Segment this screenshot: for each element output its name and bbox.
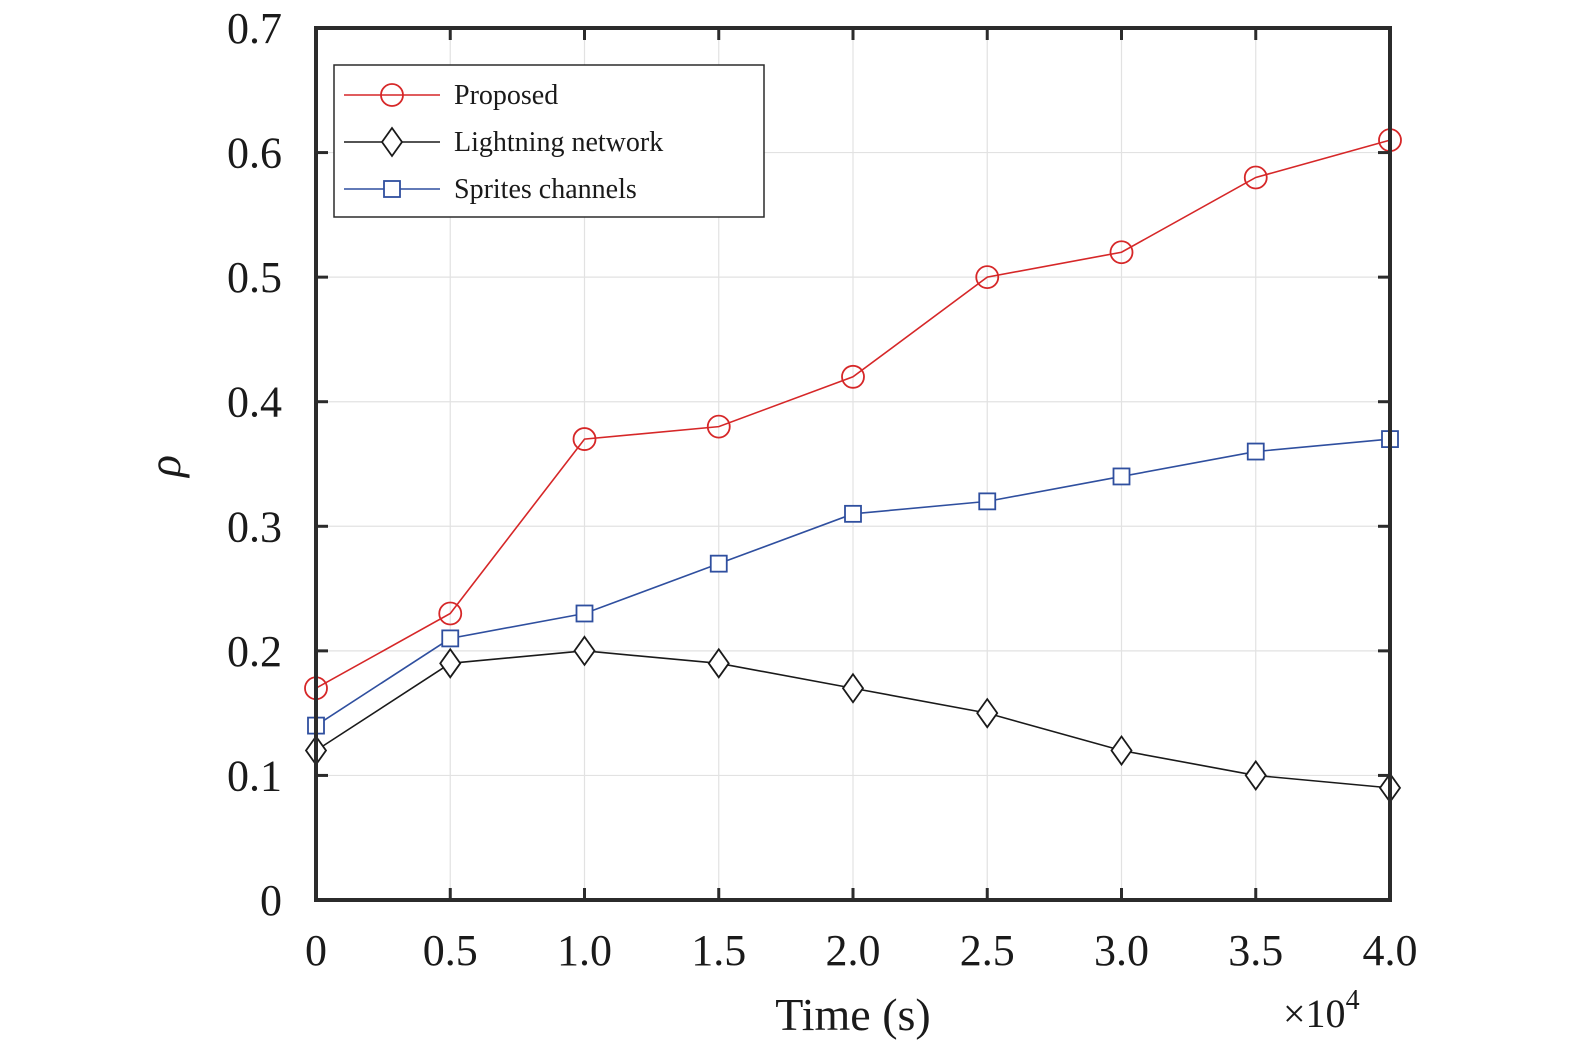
legend-swatch-marker xyxy=(380,83,404,107)
y-tick-label: 0.6 xyxy=(227,129,282,178)
y-tick-label: 0.4 xyxy=(227,378,282,427)
data-point xyxy=(978,492,997,511)
legend-label: Lightning network xyxy=(454,127,663,158)
data-point xyxy=(1243,165,1268,190)
x-axis-multiplier: ×104 xyxy=(1283,985,1360,1036)
data-point xyxy=(1246,442,1265,461)
data-point xyxy=(841,364,865,389)
series-proposed xyxy=(304,128,1402,701)
x-tick-label: 2.5 xyxy=(960,926,1015,975)
x-tick-label: 0.5 xyxy=(423,926,478,975)
x-multiplier-exponent: 4 xyxy=(1346,985,1360,1016)
legend-swatch-marker xyxy=(383,180,401,198)
data-point xyxy=(575,604,594,623)
data-point xyxy=(707,647,730,679)
y-tick-label: 0.1 xyxy=(227,751,282,800)
axis-ticks xyxy=(314,26,1392,902)
data-point xyxy=(1109,240,1134,265)
data-point xyxy=(709,554,728,573)
series-line xyxy=(315,139,1391,689)
y-tick-label: 0.3 xyxy=(227,502,282,551)
data-point xyxy=(975,265,1000,290)
data-point xyxy=(439,647,462,679)
y-tick-label: 0 xyxy=(260,876,282,925)
data-point xyxy=(976,697,999,729)
data-point xyxy=(441,629,460,648)
data-point xyxy=(1244,759,1267,791)
x-tick-label: 1.5 xyxy=(691,926,746,975)
legend-item: Proposed xyxy=(344,80,558,111)
data-point xyxy=(706,414,731,439)
legend-label: Proposed xyxy=(454,80,558,111)
legend-swatch-marker xyxy=(380,126,404,158)
y-axis-title: ρ xyxy=(139,455,190,479)
data-point xyxy=(844,504,862,523)
x-axis-title: Time (s) xyxy=(775,989,931,1040)
x-tick-label: 0 xyxy=(305,926,327,975)
x-tick-label: 3.5 xyxy=(1228,926,1283,975)
legend-item: Lightning network xyxy=(344,126,663,158)
y-tick-label: 0.5 xyxy=(227,253,282,302)
x-multiplier-base: ×10 xyxy=(1283,991,1346,1036)
data-point xyxy=(1112,467,1131,486)
series-layer xyxy=(304,128,1402,804)
data-point xyxy=(572,427,597,451)
legend-item: Sprites channels xyxy=(344,174,637,205)
data-point xyxy=(841,672,865,704)
series-sprites-channels xyxy=(307,430,1399,735)
x-tick-label: 2.0 xyxy=(826,926,881,975)
y-tick-label: 0.2 xyxy=(227,627,282,676)
legend-items: Proposed Lightning network Sprites channel… xyxy=(344,80,663,205)
legend-box xyxy=(333,64,765,218)
tick-labels: 0 0.5 1.0 1.5 2.0 2.5 3.0 3.5 4.0 0 0.1 0.2 0.3 0.4 0.… xyxy=(227,4,1418,975)
series-lightning-network xyxy=(304,635,1402,804)
legend: Proposed Lightning network Sprites channel… xyxy=(333,64,765,218)
x-tick-label: 1.0 xyxy=(557,926,612,975)
x-tick-label: 4.0 xyxy=(1363,926,1418,975)
legend-label: Sprites channels xyxy=(454,174,637,205)
data-point xyxy=(573,635,596,667)
data-point xyxy=(438,601,463,626)
y-tick-label: 0.7 xyxy=(227,4,282,53)
x-tick-label: 3.0 xyxy=(1094,926,1149,975)
data-point xyxy=(1110,734,1133,767)
